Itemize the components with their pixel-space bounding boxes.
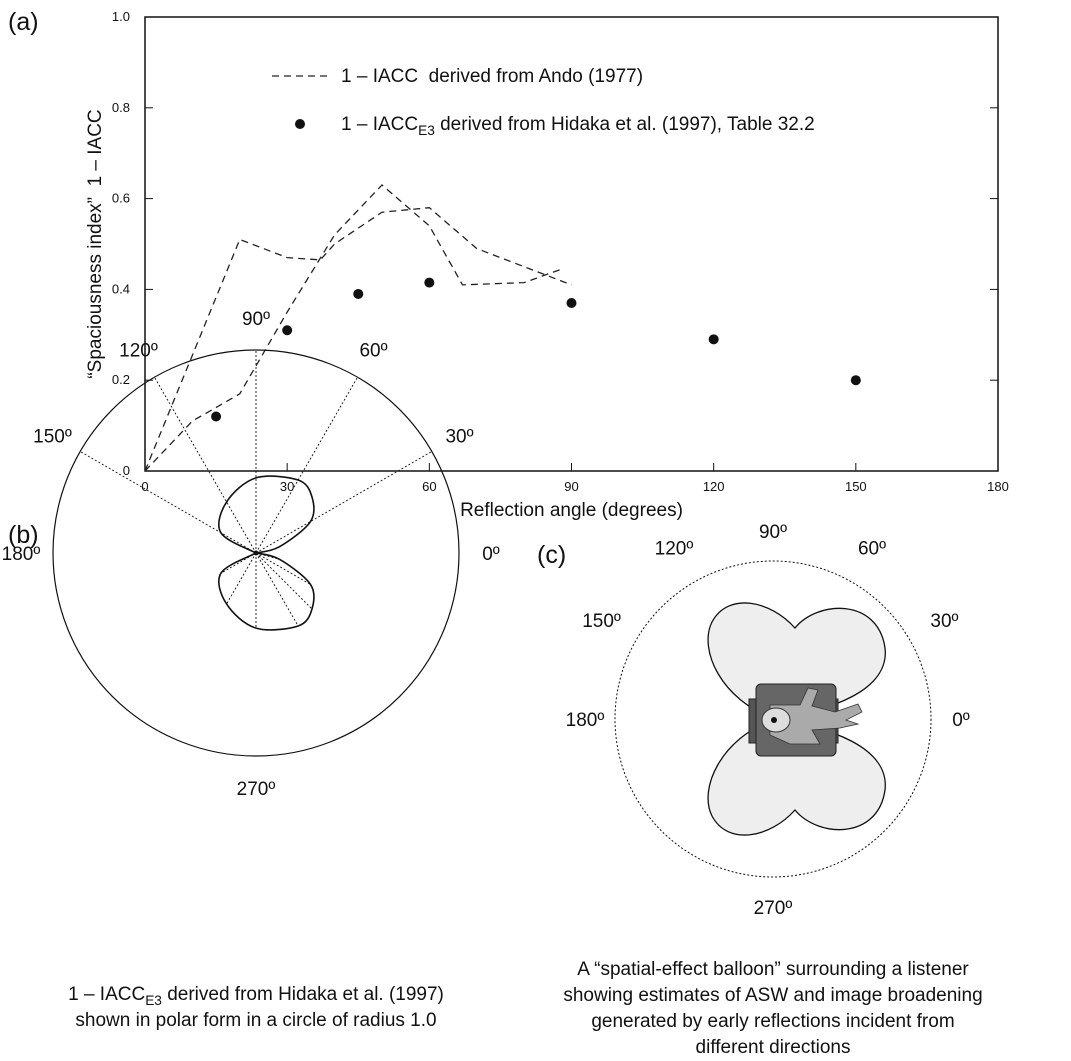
angle-label: 180º	[566, 710, 605, 731]
lower-spoke	[255, 552, 311, 585]
data-point	[282, 325, 293, 336]
caption: generated by early reflections incident …	[591, 1011, 954, 1032]
lower-spoke	[220, 552, 257, 574]
legend-label: 1 – IACCE3 derived from Hidaka et al. (1…	[341, 114, 815, 138]
angle-label: 30º	[930, 611, 958, 632]
dashed-line	[144, 207, 572, 472]
legend-label: 1 – IACC derived from Ando (1977)	[341, 66, 643, 87]
x-tick-label: 120	[703, 479, 725, 494]
angle-label: 90º	[759, 522, 787, 543]
data-point	[708, 334, 719, 345]
angle-label: 90º	[242, 309, 270, 330]
y-axis-label: “Spaciousness index” 1 – IACC	[85, 109, 106, 378]
balloon-lobe	[707, 602, 886, 719]
lower-spoke	[255, 552, 299, 627]
listener-eye	[771, 717, 777, 723]
angle-label: 60º	[359, 340, 387, 361]
balloon-lobe	[707, 719, 886, 836]
legend-label-tail: derived from Hidaka et al. (1997), Table…	[435, 114, 815, 135]
legend-marker	[295, 119, 305, 129]
x-tick-label: 150	[845, 479, 867, 494]
x-tick-label: 180	[987, 479, 1009, 494]
y-tick-label: 0.2	[112, 372, 130, 387]
x-tick-label: 90	[564, 479, 578, 494]
center-dot	[253, 550, 259, 556]
caption: shown in polar form in a circle of radiu…	[75, 1010, 436, 1031]
data-point	[850, 375, 861, 386]
listener-balloon	[707, 602, 886, 836]
data-point	[566, 298, 577, 309]
panel-label: (a)	[8, 8, 39, 36]
polar-curve	[218, 475, 315, 554]
caption-sub: E3	[145, 993, 162, 1008]
y-tick-label: 0.8	[112, 100, 130, 115]
y-tick-label: 1.0	[112, 9, 130, 24]
angle-label: 150º	[33, 427, 72, 448]
angle-label: 270º	[237, 779, 276, 800]
polar-circle	[52, 349, 460, 757]
lower-spoke	[226, 552, 257, 605]
angle-label: 0º	[482, 544, 500, 565]
caption: A “spatial-effect balloon” surrounding a…	[577, 959, 969, 980]
data-point	[424, 277, 435, 288]
angle-label: 30º	[445, 427, 473, 448]
panel-label: (c)	[537, 541, 566, 569]
data-point	[211, 411, 222, 422]
caption: different directions	[696, 1037, 851, 1058]
lower-spoke	[255, 552, 313, 610]
listener-body	[769, 687, 863, 745]
x-tick-label: 60	[422, 479, 436, 494]
angle-label: 150º	[582, 611, 621, 632]
y-tick-label: 0.4	[112, 281, 130, 296]
angle-label: 60º	[858, 539, 886, 560]
x-tick-label: 0	[141, 479, 148, 494]
polar-curve	[218, 552, 315, 631]
angle-spoke	[79, 451, 257, 554]
angle-spoke	[255, 376, 358, 554]
angle-label: 270º	[754, 898, 793, 919]
angle-spoke	[154, 376, 257, 554]
y-tick-label: 0	[123, 463, 130, 478]
x-axis-label: Reflection angle (degrees)	[460, 500, 683, 521]
angle-label: 120º	[119, 340, 158, 361]
caption: showing estimates of ASW and image broad…	[563, 985, 982, 1006]
legend-label-main: 1 – IACC	[341, 114, 418, 135]
caption-main: 1 – IACC	[68, 984, 145, 1005]
legend-label-sub: E3	[418, 123, 435, 138]
angle-label: 180º	[2, 544, 41, 565]
y-tick-label: 0.6	[112, 191, 130, 206]
x-tick-label: 30	[280, 479, 294, 494]
data-point	[353, 288, 364, 299]
panel-label: (b)	[8, 521, 39, 549]
angle-spoke	[255, 451, 433, 554]
caption: 1 – IACCE3 derived from Hidaka et al. (1…	[68, 984, 444, 1008]
dotted-circle	[614, 560, 932, 878]
angle-label: 120º	[655, 539, 694, 560]
dashed-line	[144, 184, 563, 472]
caption-tail: derived from Hidaka et al. (1997)	[162, 984, 444, 1005]
angle-label: 0º	[952, 710, 970, 731]
